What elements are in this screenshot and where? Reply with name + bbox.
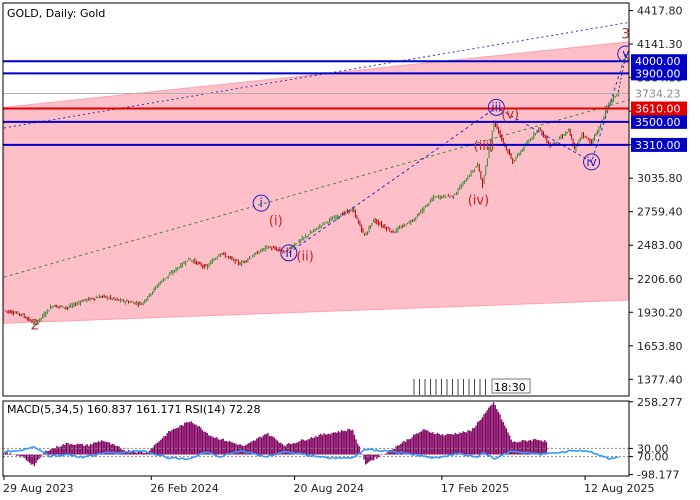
chart-title: GOLD, Daily: Gold <box>7 7 105 20</box>
indicator-pane-border <box>2 400 630 477</box>
wave-circle <box>252 194 270 212</box>
level-tag-bg <box>631 137 687 152</box>
wave-label: (ii) <box>296 249 313 264</box>
wave-circle <box>280 244 298 262</box>
ind-y-tick-label: -98.177 <box>637 469 679 482</box>
level-tag-bg <box>631 66 687 81</box>
wave-label: (i) <box>269 214 283 229</box>
ind-y-tick-label: 70.00 <box>637 451 669 464</box>
wave-circle <box>617 45 629 63</box>
timer-badge: 18:30 <box>413 378 531 395</box>
level-tag: 3500.00 <box>635 116 681 129</box>
x-tick-label: 26 Feb 2024 <box>150 482 218 495</box>
wave-label: ii <box>285 246 292 260</box>
main-pane-border <box>2 2 630 397</box>
ind-y-tick-label: 258.277 <box>637 396 683 409</box>
level-tag: 4000.00 <box>635 55 681 68</box>
y-tick-label: 2759.40 <box>637 206 683 219</box>
red-level-tag: 3610.00 <box>635 103 681 116</box>
axes: 4417.804141.303864.803588.303311.803035.… <box>3 5 687 495</box>
wave-circle <box>487 98 505 116</box>
current-price-tag: 3734.23 <box>635 87 681 100</box>
channel-band <box>3 41 629 324</box>
y-tick-label: 4141.30 <box>637 38 683 51</box>
y-tick-label: 2206.60 <box>637 273 683 286</box>
rsi-line <box>3 445 619 461</box>
wave-circle <box>583 153 601 171</box>
level-tag-bg <box>631 114 687 129</box>
level-tag-bg <box>631 54 687 69</box>
x-tick-label: 17 Feb 2025 <box>441 482 509 495</box>
y-tick-label: 1653.80 <box>637 340 683 353</box>
x-tick-label: 20 Aug 2024 <box>294 482 364 495</box>
trend-line <box>3 99 629 278</box>
wave-label: v <box>622 47 629 61</box>
ind-y-tick-label: 30.00 <box>637 442 669 455</box>
wave-label: 2 <box>30 317 39 333</box>
wave-label: iv <box>586 155 596 169</box>
wave-connector <box>288 53 627 254</box>
level-tag: 3900.00 <box>635 67 681 80</box>
y-tick-label: 2483.00 <box>637 239 683 252</box>
y-tick-label: 1930.20 <box>637 306 683 319</box>
wave-label: i <box>259 196 262 210</box>
wave-label: (v) <box>501 107 519 122</box>
x-tick-label: 12 Aug 2025 <box>584 482 654 495</box>
timer-label: 18:30 <box>494 381 526 394</box>
wave-label: (iv) <box>468 194 489 209</box>
wave-label: iii <box>491 100 501 114</box>
price-candles <box>5 90 619 326</box>
y-tick-label: 1377.40 <box>637 373 683 386</box>
indicator-plot <box>3 402 629 467</box>
wave-label: 3 <box>621 26 630 42</box>
x-tick-label: 29 Aug 2023 <box>3 482 73 495</box>
wave-label: (iii) <box>474 139 495 154</box>
y-tick-label: 4417.80 <box>637 5 683 18</box>
current-price-tag-bg <box>631 86 687 101</box>
indicator-title: MACD(5,34,5) 160.837 161.171 RSI(14) 72.… <box>7 403 260 416</box>
level-tag: 3310.00 <box>635 139 681 152</box>
trend-line <box>3 21 629 129</box>
red-level-tag-bg <box>631 101 687 116</box>
y-tick-label: 3035.80 <box>637 172 683 185</box>
